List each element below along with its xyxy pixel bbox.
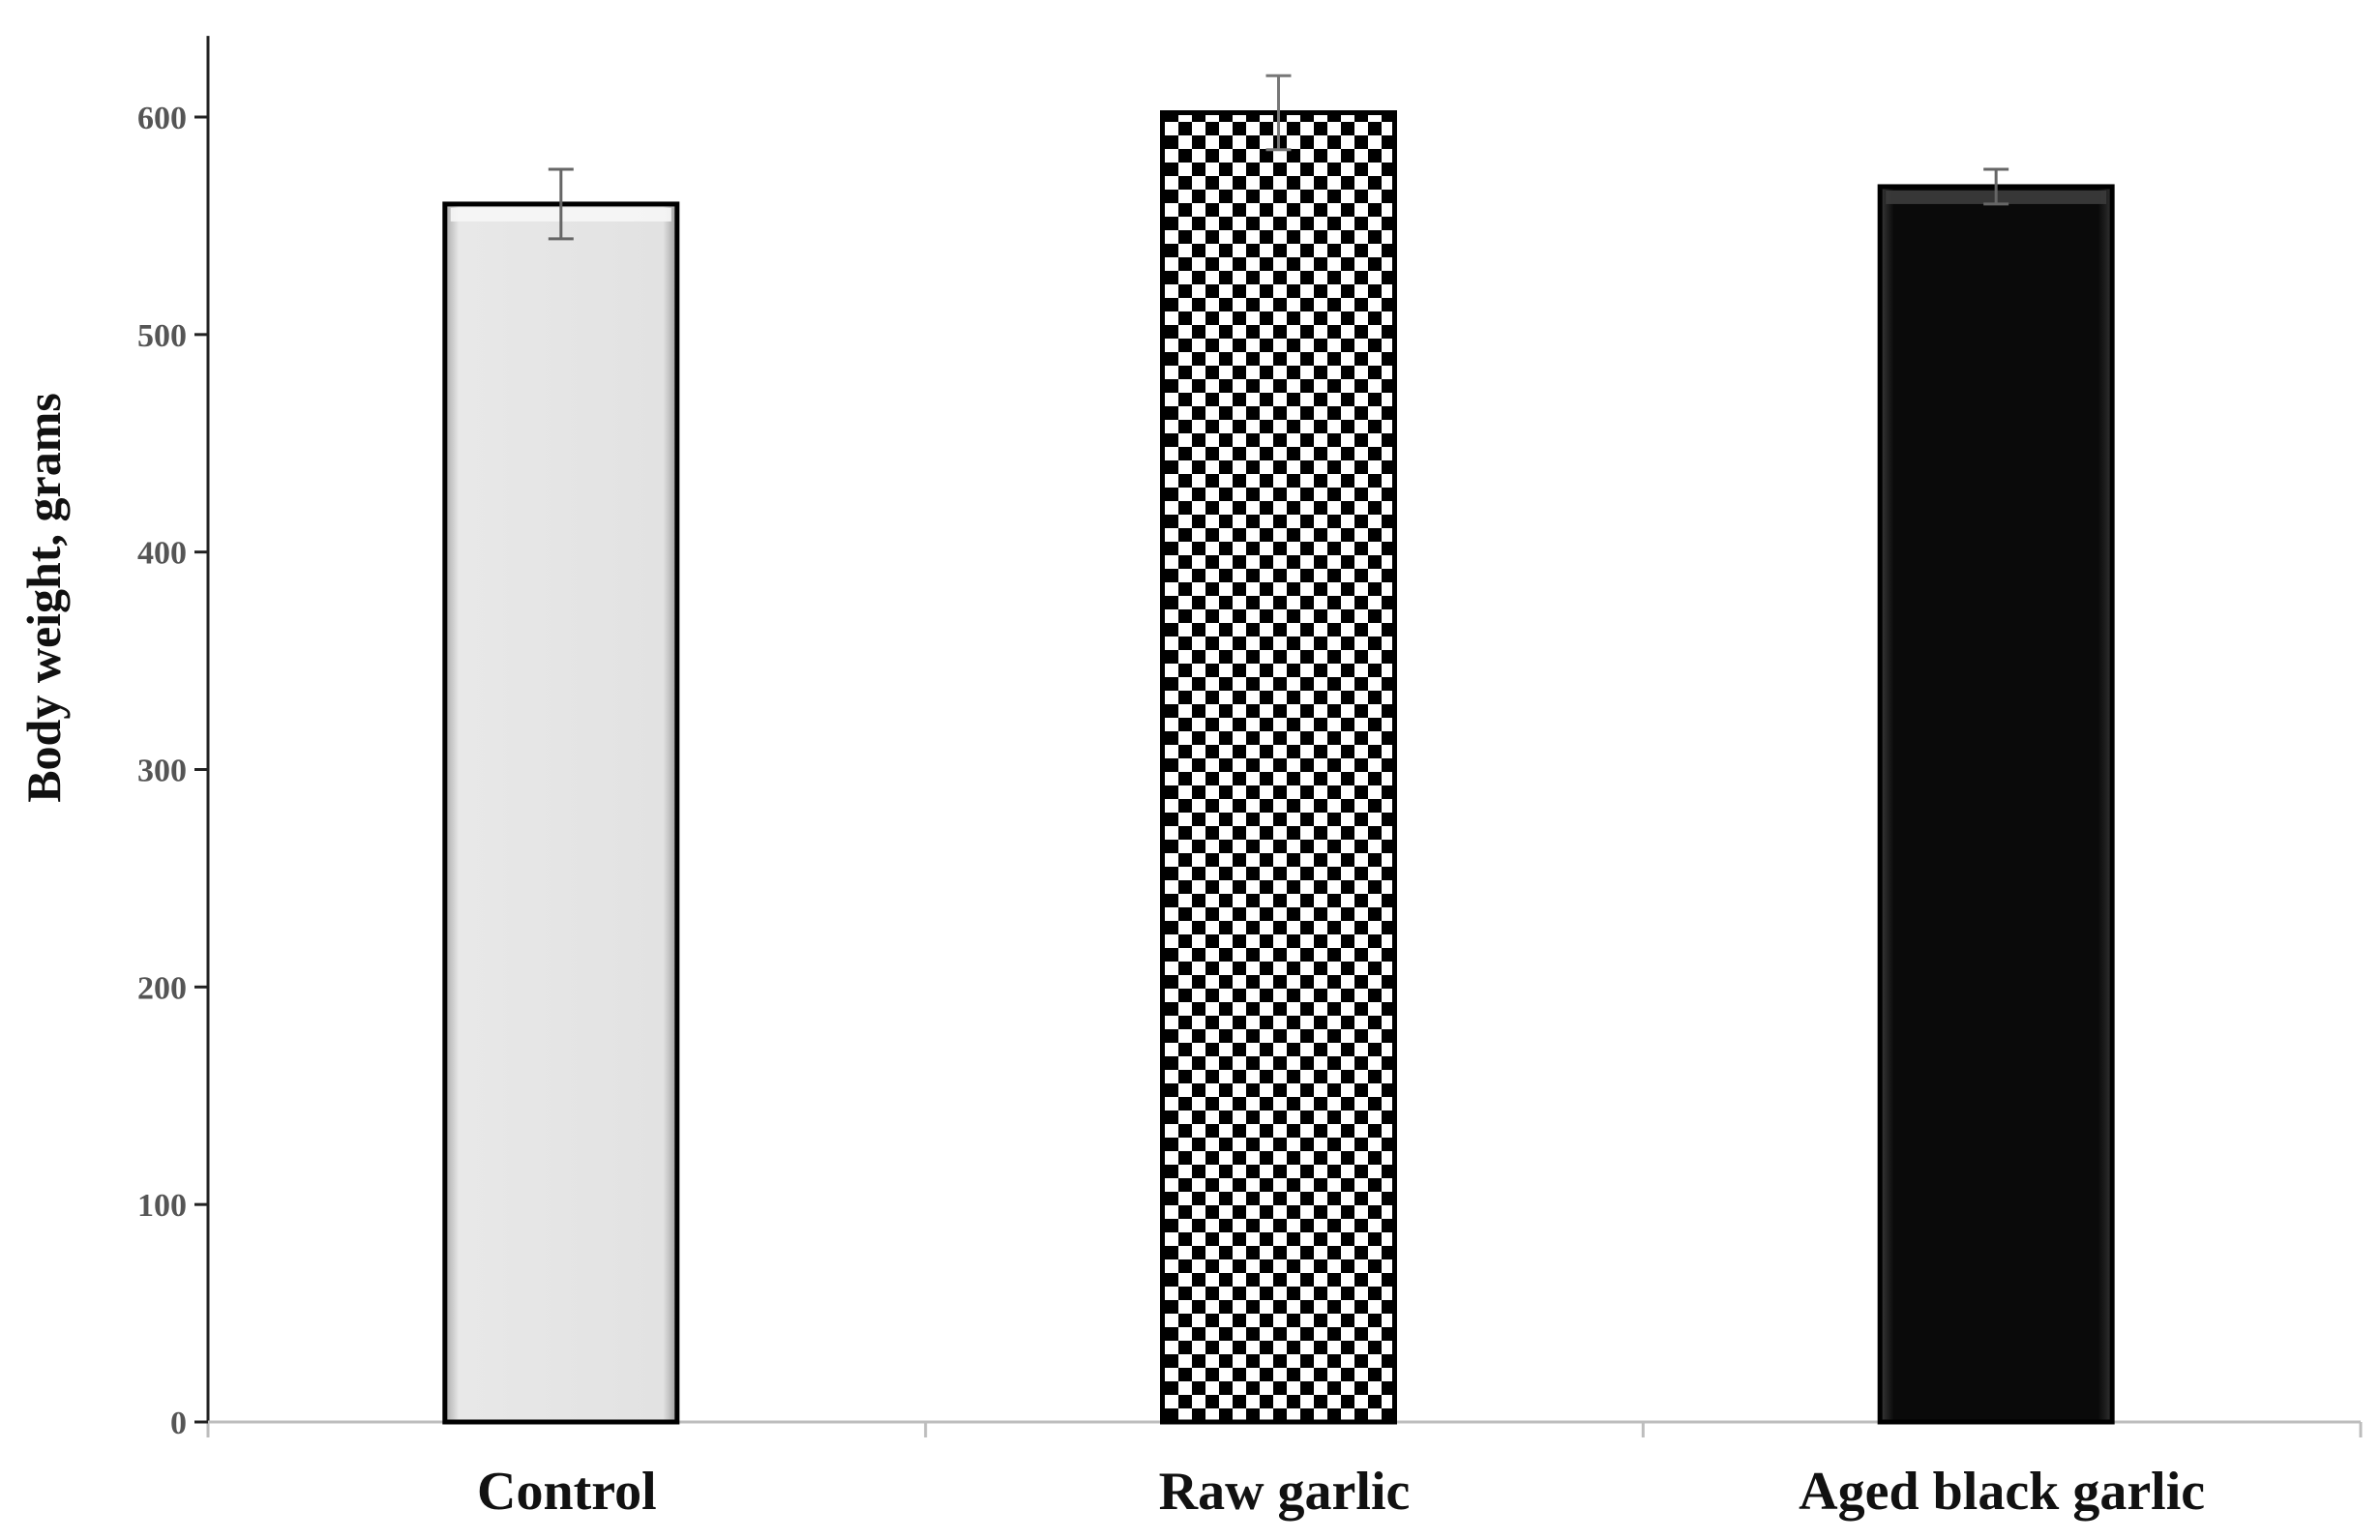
y-tick-label: 0: [170, 1406, 187, 1441]
bar-raw-garlic: [1160, 110, 1397, 1425]
x-tick-label: Aged black garlic: [1799, 1462, 2205, 1522]
y-tick-label: 100: [137, 1188, 187, 1224]
y-axis-title: Body weight, grams: [16, 393, 71, 803]
y-tick-label: 300: [137, 754, 187, 789]
x-tick-label: Raw garlic: [1159, 1462, 1411, 1522]
y-tick-label: 500: [137, 318, 187, 354]
y-tick-label: 200: [137, 970, 187, 1006]
error-bars: [548, 74, 2009, 241]
y-tick-label: 600: [137, 101, 187, 136]
x-tick-label: Control: [477, 1462, 657, 1522]
bar-aged-black-garlic: [1877, 184, 2115, 1425]
y-axis-ticks: 0 100 200 300 400 500 600: [137, 101, 208, 1441]
x-axis-labels: Control Raw garlic Aged black garlic: [477, 1462, 2205, 1522]
bar-control: [442, 201, 680, 1425]
y-tick-label: 400: [137, 536, 187, 572]
bars: [442, 110, 2115, 1425]
